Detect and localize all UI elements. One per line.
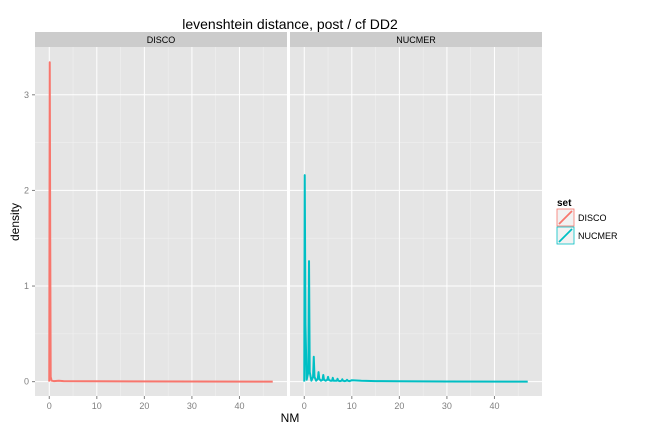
series-line-disco xyxy=(48,61,273,383)
plot-bg-nucmer xyxy=(290,47,542,396)
x-axis-label: NM xyxy=(281,411,300,425)
legend-line-disco xyxy=(558,210,573,225)
x-tick-label: 10 xyxy=(92,401,102,411)
panel-disco: DISCO xyxy=(35,32,287,396)
panel-nucmer: NUCMER xyxy=(290,32,542,396)
strip-label-disco: DISCO xyxy=(147,35,176,45)
legend-title: set xyxy=(557,198,572,209)
series-line-nucmer xyxy=(303,174,528,383)
x-tick-label: 20 xyxy=(394,401,404,411)
strip-nucmer xyxy=(290,32,542,47)
y-axis-label: density xyxy=(8,203,22,241)
y-tick-label: 1 xyxy=(24,281,29,291)
x-tick-label: 30 xyxy=(442,401,452,411)
y-tick-label: 2 xyxy=(24,185,29,195)
legend-line-nucmer xyxy=(558,228,573,243)
chart-title: levenshtein distance, post / cf DD2 xyxy=(182,16,398,32)
x-tick-label: 40 xyxy=(234,401,244,411)
x-tick-label: 30 xyxy=(187,401,197,411)
strip-disco xyxy=(35,32,287,47)
plot-bg-disco xyxy=(35,47,287,396)
legend: set DISCO NUCMER xyxy=(556,198,618,245)
legend-item-nucmer: NUCMER xyxy=(556,226,618,245)
x-tick-label: 40 xyxy=(489,401,499,411)
x-tick-label: 0 xyxy=(47,401,52,411)
legend-label-nucmer: NUCMER xyxy=(578,231,618,241)
legend-label-disco: DISCO xyxy=(578,213,607,223)
legend-item-disco: DISCO xyxy=(556,208,607,227)
x-tick-label: 20 xyxy=(139,401,149,411)
strip-label-nucmer: NUCMER xyxy=(396,35,436,45)
y-tick-label: 3 xyxy=(24,90,29,100)
y-tick-label: 0 xyxy=(24,377,29,387)
x-tick-label: 10 xyxy=(347,401,357,411)
x-tick-label: 0 xyxy=(302,401,307,411)
